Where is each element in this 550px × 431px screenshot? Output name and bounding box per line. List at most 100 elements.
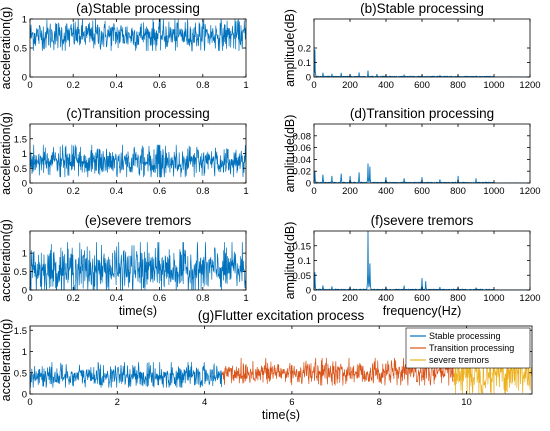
plot-area-a [30, 19, 246, 52]
x-tick-label: 200 [342, 186, 358, 197]
x-tick-label: 0 [27, 80, 32, 91]
x-tick-label: 0.6 [153, 186, 166, 197]
x-tick-label: 8 [377, 397, 382, 408]
x-tick-label: 0 [27, 293, 32, 304]
x-tick-label: 200 [342, 293, 358, 304]
y-tick-label: 0 [306, 73, 311, 84]
y-tick-label: 1.5 [14, 326, 27, 337]
x-tick-label: 1 [243, 80, 248, 91]
x-tick-label: 1000 [483, 186, 504, 197]
x-tick-label: 1200 [519, 80, 540, 91]
y-tick-label: 0 [22, 286, 27, 297]
y-axis-label: amplitude(dB) [283, 115, 297, 193]
x-tick-label: 1 [243, 293, 248, 304]
y-tick-label: 0.2 [298, 44, 311, 55]
x-tick-label: 2 [115, 397, 120, 408]
x-axis-label: time(s) [119, 304, 157, 318]
axes-box [313, 123, 531, 184]
plot-area-c [30, 144, 246, 178]
y-tick-label: 0.02 [293, 167, 312, 178]
chart-title: (d)Transition processing [350, 106, 494, 121]
chart-title: (f)severe tremors [371, 213, 474, 228]
y-tick-label: 0.15 [293, 241, 312, 252]
x-tick-label: 0.6 [153, 293, 166, 304]
axes-box [29, 230, 247, 291]
plot-area-b [314, 49, 530, 77]
x-tick-label: 0.2 [67, 186, 80, 197]
plot-area-f [314, 231, 530, 290]
x-tick-label: 0 [27, 397, 32, 408]
y-tick-label: 0 [22, 390, 27, 401]
subplot-a: 0 0.2 0.4 0.6 0.8 1 0 0.5 1 (a)Stable processing a… [0, 1, 249, 91]
y-axis-label: amplitude(dB) [283, 9, 297, 87]
y-axis-label: acceleration(g) [0, 112, 13, 195]
subplot-e: 0 0.2 0.4 0.6 0.8 1 0 0.5 1 (e)severe tremors acce… [0, 213, 249, 318]
y-tick-label: 0.05 [293, 271, 312, 282]
y-tick-label: 0.5 [14, 164, 27, 175]
x-axis-label: frequency(Hz) [383, 304, 462, 318]
y-tick-label: 0 [22, 179, 27, 190]
chart-title: (b)Stable processing [360, 1, 484, 16]
series-e-signal [30, 242, 246, 290]
axes-box [29, 325, 533, 395]
series-g-stable-processing [30, 362, 223, 388]
axes-box [313, 18, 531, 78]
y-tick-label: 1 [22, 15, 27, 26]
x-tick-label: 0.2 [67, 80, 80, 91]
x-tick-label: 0.8 [196, 186, 209, 197]
chart-title: (c)Transition processing [66, 106, 210, 121]
x-tick-label: 0 [27, 186, 32, 197]
x-tick-label: 1000 [483, 293, 504, 304]
x-tick-label: 1 [243, 186, 248, 197]
x-tick-label: 600 [414, 186, 430, 197]
legend: Stable processing Transition processing se… [405, 327, 531, 369]
y-tick-label: 0 [306, 179, 311, 190]
plot-area-e [30, 242, 246, 290]
chart-title: (a)Stable processing [76, 1, 200, 16]
y-tick-label: 0.5 [14, 267, 27, 278]
x-tick-label: 0.8 [196, 293, 209, 304]
x-tick-label: 400 [378, 186, 394, 197]
y-tick-label: 0.5 [14, 44, 27, 55]
y-tick-label: 0.1 [298, 256, 311, 267]
x-tick-label: 600 [414, 80, 430, 91]
y-tick-label: 1 [22, 347, 27, 358]
x-tick-label: 0 [311, 186, 316, 197]
x-tick-label: 800 [450, 80, 466, 91]
x-tick-label: 4 [202, 397, 207, 408]
legend-label: Transition processing [429, 343, 514, 353]
y-tick-label: 0.06 [293, 143, 312, 154]
x-tick-label: 200 [342, 80, 358, 91]
y-tick-label: 0.5 [14, 368, 27, 379]
chart-title: (e)severe tremors [85, 213, 192, 228]
x-tick-label: 0.4 [110, 293, 123, 304]
series-b-signal [314, 49, 530, 77]
subplot-f: 0 200 400 600 800 1000 1200 0 0.05 0.1 0.15 (f)seve… [283, 213, 541, 318]
x-tick-label: 0.4 [110, 186, 123, 197]
x-tick-label: 1200 [519, 293, 540, 304]
y-tick-label: 0 [306, 286, 311, 297]
x-tick-label: 600 [414, 293, 430, 304]
x-tick-label: 0.2 [67, 293, 80, 304]
y-axis-label: acceleration(g) [0, 219, 13, 302]
x-axis-label: time(s) [262, 408, 300, 422]
y-tick-label: 1 [22, 149, 27, 160]
series-f-signal [314, 231, 530, 290]
series-c-signal [30, 144, 246, 178]
legend-label: Stable processing [429, 331, 501, 341]
legend-label: severe tremors [429, 355, 490, 365]
x-tick-label: 1000 [483, 80, 504, 91]
x-tick-label: 6 [289, 397, 294, 408]
subplot-d: 0 200 400 600 800 1000 120000.020.040.060.08(d… [283, 106, 541, 197]
y-tick-label: 0.04 [293, 155, 312, 166]
x-tick-label: 800 [450, 186, 466, 197]
subplots: 0 0.2 0.4 0.6 0.8 100.51(a)Stable processinga… [0, 1, 541, 422]
x-tick-label: 1200 [519, 186, 540, 197]
legend-box [405, 327, 531, 369]
chart-title: (g)Flutter excitation process [198, 308, 365, 323]
x-tick-label: 0.4 [110, 80, 123, 91]
x-tick-label: 0 [311, 293, 316, 304]
y-tick-label: 0.1 [298, 58, 311, 69]
